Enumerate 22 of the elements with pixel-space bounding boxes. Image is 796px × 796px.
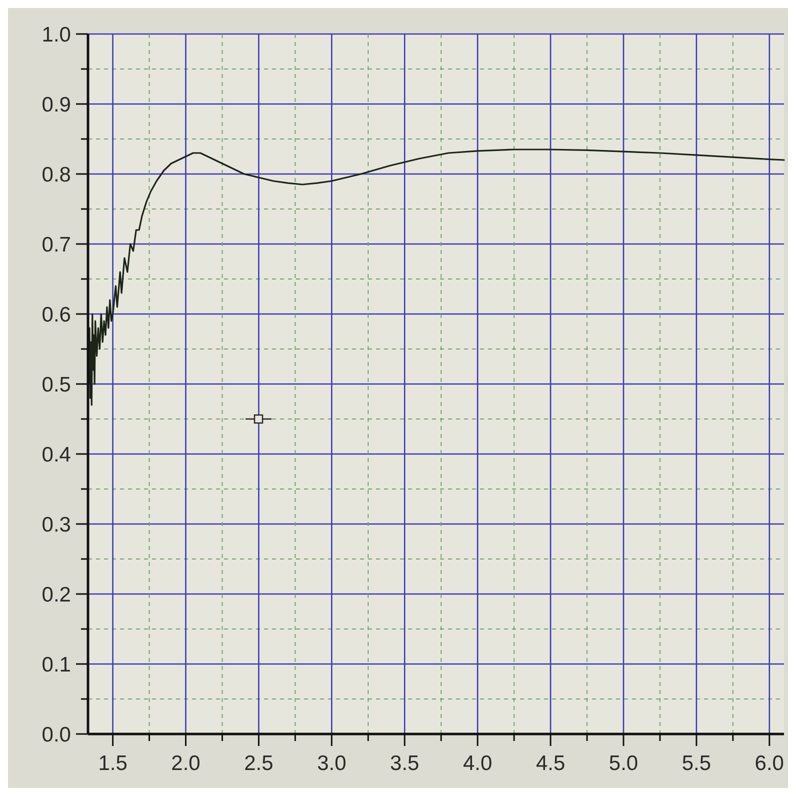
y-tick-label: 0.2: [42, 583, 71, 606]
y-tick-label: 0.3: [42, 513, 71, 536]
x-tick-label: 3.5: [390, 752, 420, 775]
y-tick-label: 0.0: [42, 723, 71, 746]
y-tick-label: 0.9: [42, 93, 71, 116]
x-tick-label: 4.0: [462, 752, 492, 775]
x-tick-label: 4.5: [536, 752, 566, 775]
x-tick-label: 6.0: [754, 752, 784, 775]
x-tick-label: 2.0: [171, 752, 200, 775]
y-tick-label: 0.1: [42, 653, 71, 676]
x-tick-label: 2.5: [244, 752, 274, 775]
x-tick-label: 3.0: [317, 752, 346, 775]
y-tick-label: 1.0: [42, 23, 71, 46]
y-tick-label: 0.6: [42, 303, 71, 326]
x-tick-label: 1.5: [98, 752, 128, 775]
x-tick-label: 5.0: [608, 752, 638, 775]
y-tick-label: 0.5: [42, 373, 71, 396]
y-tick-label: 0.4: [42, 443, 72, 466]
y-tick-label: 0.8: [42, 163, 71, 186]
x-tick-label: 5.5: [682, 752, 712, 775]
line-series: [87, 148, 785, 406]
y-tick-label: 0.7: [42, 233, 71, 256]
